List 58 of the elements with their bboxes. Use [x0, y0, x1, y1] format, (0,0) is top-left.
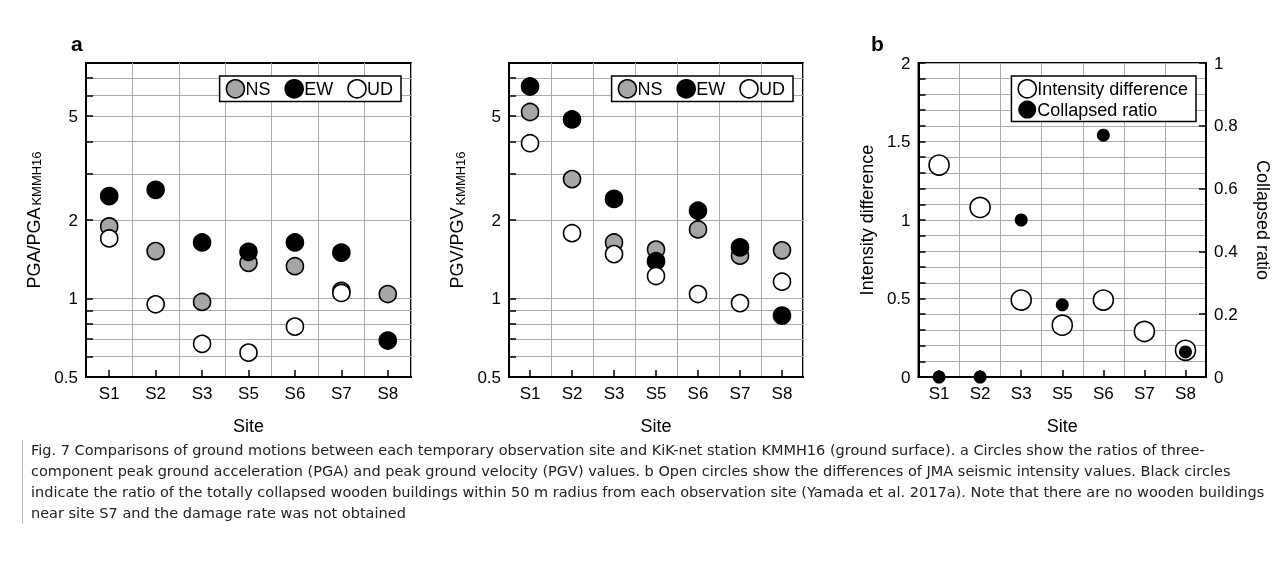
- x-tick-label: S8: [377, 384, 399, 403]
- x-tick-label: S5: [645, 384, 667, 403]
- x-tick-label: S3: [1010, 384, 1032, 403]
- x-tick-label: S6: [687, 384, 709, 403]
- x-axis-title: Site: [232, 416, 265, 436]
- x-tick-label: S5: [1051, 384, 1073, 403]
- y2-tick-label: 0.4: [1214, 241, 1238, 261]
- y-tick-label: 0.5: [886, 289, 911, 308]
- legend-label: NS: [245, 78, 271, 99]
- y-tick-label: 2: [68, 210, 78, 230]
- y-tick-label: 1.5: [886, 132, 911, 151]
- x-tick-label: S7: [330, 384, 352, 403]
- y-tick-label: 1: [901, 210, 911, 230]
- legend-label: EW: [304, 78, 334, 99]
- y-tick-label: 0: [901, 367, 911, 387]
- y2-tick-label: 0.6: [1214, 179, 1238, 199]
- legend-label: UD: [367, 78, 393, 99]
- y-axis-title: PGA/PGAKMMH16: [23, 151, 45, 289]
- y2-tick-label: 1: [1214, 53, 1224, 73]
- y-tick-label: 2: [901, 53, 911, 73]
- x-axis-title: Site: [1046, 416, 1078, 436]
- x-axis-title: Site: [640, 416, 672, 436]
- y-axis-title: PGV/PGVKMMH16: [447, 151, 468, 289]
- y-tick-label: 5: [68, 106, 78, 126]
- legend-label: EW: [696, 78, 726, 99]
- y-tick-label: 0.5: [477, 367, 502, 387]
- y-tick-label: 1: [68, 289, 78, 308]
- x-tick-label: S3: [603, 384, 625, 403]
- x-tick-label: S2: [561, 384, 583, 403]
- x-tick-label: S6: [1092, 384, 1114, 403]
- y2-tick-label: 0.2: [1214, 304, 1238, 324]
- y2-tick-label: 0: [1214, 367, 1224, 387]
- x-tick-label: S5: [238, 384, 259, 403]
- chart-title: a: [71, 32, 83, 55]
- x-tick-label: S7: [729, 384, 751, 403]
- legend-label: NS: [637, 78, 663, 99]
- x-tick-label: S7: [1134, 384, 1155, 403]
- legend-label: Intensity difference: [1037, 78, 1189, 99]
- x-tick-label: S3: [191, 384, 213, 403]
- y-tick-label: 2: [491, 210, 502, 230]
- x-tick-label: S2: [969, 384, 991, 403]
- y-tick-label: 5: [491, 106, 502, 126]
- x-tick-label: S6: [284, 384, 306, 403]
- x-tick-label: S1: [519, 384, 541, 403]
- y2-axis-title: Collapsed ratio: [1253, 159, 1273, 281]
- caption: Fig. 7 Comparisons of ground motions between each temporary observation site and KiK-net station KMMH16 (ground surface). a Circles show the ratios of three-component peak ground acceleration (PGA) and peak ground velocity (PGV) values. b Open circles show the differences of JMA seismic intensity values. Black circles indicate the ratio of the totally collapsed wooden buildings within 50 m radius from each observation site (Yamada et al. 2017a). Note that there are no wooden buildings near site S7 and the damage rate was not obtained: [22, 440, 1271, 524]
- legend-label: UD: [759, 78, 785, 99]
- legend-label: Collapsed ratio: [1037, 99, 1158, 120]
- x-tick-label: S8: [771, 384, 793, 403]
- x-tick-label: S2: [145, 384, 167, 403]
- x-tick-label: S1: [98, 384, 120, 403]
- y2-tick-label: 0.8: [1214, 116, 1238, 136]
- x-tick-label: S1: [928, 384, 950, 403]
- y-tick-label: 0.5: [54, 367, 78, 387]
- x-tick-label: S8: [1175, 384, 1196, 403]
- y-tick-label: 1: [491, 289, 502, 308]
- chart-title: b: [871, 32, 884, 55]
- y-axis-title: Intensity difference: [857, 144, 877, 296]
